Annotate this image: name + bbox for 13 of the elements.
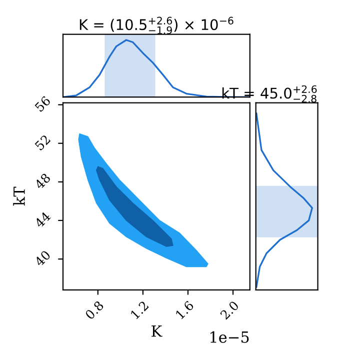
y-tick-label: 48	[34, 172, 51, 190]
y-axis-title: kT	[13, 186, 25, 206]
y-tick-label: 52	[34, 134, 51, 151]
x-tick-label: 1.2	[130, 300, 149, 320]
x-tick-label: 2.0	[220, 300, 240, 320]
text: 1e−5	[210, 331, 249, 343]
x-tick-label: 0.8	[84, 300, 104, 320]
chart-title: K = (10.5$^{+2.6}$$_{−1.9}$) × 10$^{−6}$	[80, 16, 234, 34]
x-axis-title: K	[152, 325, 162, 337]
y-tick-label: 40	[34, 250, 51, 267]
y-tick-label: 44	[34, 211, 51, 228]
x-tick-label: 1.6	[175, 300, 194, 320]
y-tick-label: 56	[34, 96, 52, 112]
